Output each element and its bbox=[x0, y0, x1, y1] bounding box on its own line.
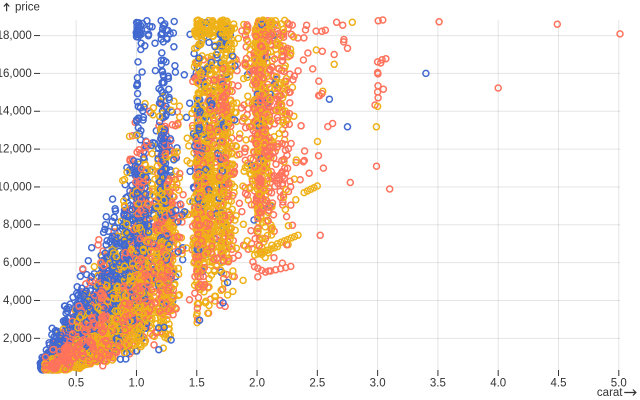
svg-text:1.5: 1.5 bbox=[189, 377, 205, 389]
svg-text:4.0: 4.0 bbox=[490, 377, 506, 389]
svg-text:3.0: 3.0 bbox=[370, 377, 386, 389]
svg-text:2.0: 2.0 bbox=[249, 377, 265, 389]
svg-text:16,000: 16,000 bbox=[0, 68, 32, 80]
svg-text:4,000: 4,000 bbox=[3, 295, 32, 307]
svg-text:14,000: 14,000 bbox=[0, 106, 32, 118]
svg-text:6,000: 6,000 bbox=[3, 257, 32, 269]
svg-text:price: price bbox=[15, 2, 40, 14]
svg-text:carat: carat bbox=[597, 387, 623, 399]
svg-text:12,000: 12,000 bbox=[0, 144, 32, 156]
svg-text:0.5: 0.5 bbox=[68, 377, 84, 389]
svg-text:2,000: 2,000 bbox=[3, 333, 32, 345]
svg-text:8,000: 8,000 bbox=[3, 219, 32, 231]
svg-text:18,000: 18,000 bbox=[0, 30, 32, 42]
svg-text:2.5: 2.5 bbox=[309, 377, 325, 389]
svg-text:4.5: 4.5 bbox=[551, 377, 567, 389]
svg-text:5.0: 5.0 bbox=[611, 377, 627, 389]
svg-text:10,000: 10,000 bbox=[0, 181, 32, 193]
svg-text:3.5: 3.5 bbox=[430, 377, 446, 389]
svg-text:1.0: 1.0 bbox=[128, 377, 144, 389]
